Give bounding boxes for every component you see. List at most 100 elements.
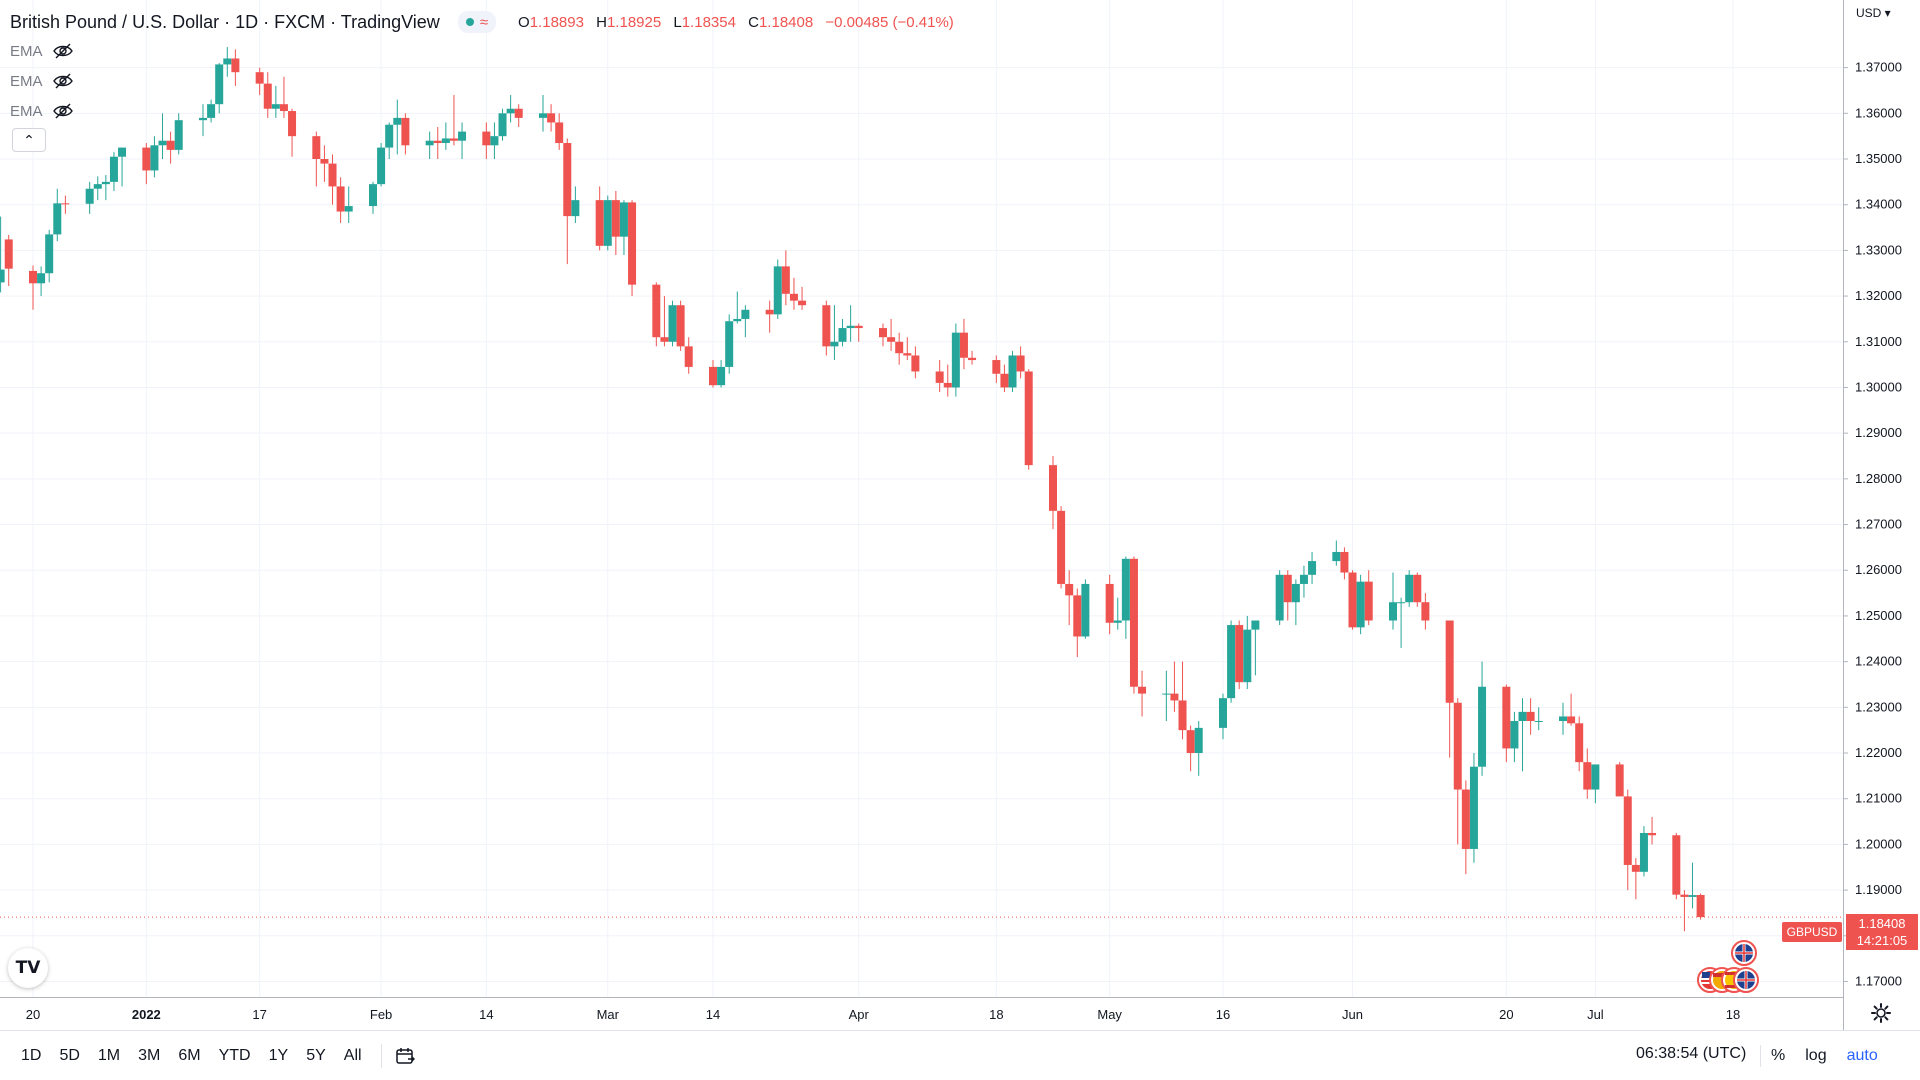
y-tick-label: 1.22000 xyxy=(1855,745,1902,760)
market-status-pill[interactable]: ≈ xyxy=(457,11,497,33)
candle-body xyxy=(393,117,402,125)
market-open-dot-icon xyxy=(465,18,474,26)
candle-up xyxy=(1243,615,1252,690)
utc-clock[interactable]: 06:38:54 (UTC) xyxy=(1636,1045,1747,1062)
candle-body xyxy=(215,64,224,105)
chart-canvas[interactable]: 1.37000 1.36000 1.35000 1.34000 1.33000 1.320… xyxy=(0,0,1920,1030)
x-tick-label: Feb xyxy=(370,1007,392,1022)
candle-down xyxy=(1057,506,1066,589)
eye-off-icon[interactable] xyxy=(52,42,74,60)
uk-flag-icon[interactable] xyxy=(1731,940,1757,966)
candle-up xyxy=(1405,570,1414,607)
x-tick-label: May xyxy=(1097,1007,1122,1022)
logo-text: TV xyxy=(15,958,41,978)
auto-scale-toggle[interactable]: auto xyxy=(1846,1047,1878,1064)
x-tick-label: Jul xyxy=(1587,1007,1604,1022)
collapse-legend-button[interactable]: ⌃ xyxy=(12,128,46,152)
symbol-title[interactable]: British Pound / U.S. Dollar · 1D · FXCM … xyxy=(10,11,440,32)
candle-body xyxy=(118,147,127,157)
approx-icon: ≈ xyxy=(479,13,489,31)
range-all[interactable]: All xyxy=(343,1046,362,1064)
candle-up xyxy=(717,360,726,388)
candle-body xyxy=(458,131,467,141)
candle-down xyxy=(1283,570,1292,621)
candle-up xyxy=(1291,579,1300,626)
gear-icon[interactable] xyxy=(1870,1002,1892,1024)
candle-up xyxy=(344,186,353,223)
y-tick-label: 1.20000 xyxy=(1855,836,1902,851)
candle-down xyxy=(255,67,264,96)
candle-down xyxy=(1526,698,1535,735)
log-scale-toggle[interactable]: log xyxy=(1805,1047,1827,1064)
candle-body xyxy=(1227,625,1236,699)
last-price: 1.18408 xyxy=(1858,916,1906,931)
candle-body xyxy=(158,140,167,146)
candle-body xyxy=(571,200,580,217)
candle-up xyxy=(53,188,62,242)
candle-up xyxy=(603,195,612,251)
candle-body xyxy=(555,122,564,144)
candle-body xyxy=(312,136,321,160)
candle-down xyxy=(1680,890,1689,932)
range-5d[interactable]: 5D xyxy=(59,1046,80,1064)
candle-up xyxy=(45,229,54,283)
candle-body xyxy=(279,104,288,112)
candle-down xyxy=(1623,789,1632,891)
candle-down xyxy=(789,277,798,310)
candle-down xyxy=(1024,369,1033,470)
range-ytd[interactable]: YTD xyxy=(218,1046,251,1064)
candle-down xyxy=(263,72,272,118)
candle-down xyxy=(911,346,920,379)
open-key: O xyxy=(518,13,530,31)
range-1d[interactable]: 1D xyxy=(21,1046,42,1064)
candle-down xyxy=(676,300,685,351)
indicator-ema-1[interactable]: EMA xyxy=(10,40,74,62)
tradingview-logo[interactable]: TV xyxy=(8,948,48,988)
candle-body xyxy=(482,131,491,146)
candle-body xyxy=(1405,574,1414,603)
candle-up xyxy=(1534,707,1543,731)
calendar-goto-icon[interactable] xyxy=(394,1045,416,1067)
range-6m[interactable]: 6M xyxy=(178,1046,201,1064)
events-markers[interactable] xyxy=(1690,938,1780,998)
candle-down xyxy=(1648,816,1657,845)
candle-down xyxy=(903,337,912,361)
candle-body xyxy=(1631,864,1640,872)
candle-body xyxy=(773,266,782,315)
x-tick-label: 20 xyxy=(1499,1007,1513,1022)
last-price-badge: 1.18408 14:21:05 xyxy=(1846,914,1918,950)
candle-body xyxy=(1461,789,1470,849)
symbol-legend[interactable]: British Pound / U.S. Dollar · 1D · FXCM … xyxy=(10,8,962,36)
eye-off-icon[interactable] xyxy=(52,102,74,120)
candle-body xyxy=(271,104,280,109)
candle-body xyxy=(846,325,855,329)
indicator-ema-2[interactable]: EMA xyxy=(10,70,74,92)
range-5y[interactable]: 5Y xyxy=(306,1046,326,1064)
percent-scale-toggle[interactable]: % xyxy=(1771,1047,1786,1064)
candle-body xyxy=(29,270,37,284)
y-tick-label: 1.36000 xyxy=(1855,105,1902,120)
candle-body xyxy=(619,202,628,237)
candle-body xyxy=(1534,721,1543,723)
candle-body xyxy=(93,184,102,189)
candle-up xyxy=(506,95,515,123)
candle-down xyxy=(231,49,240,86)
candle-body xyxy=(887,337,896,342)
candle-up xyxy=(109,152,118,191)
indicator-ema-3[interactable]: EMA xyxy=(10,100,74,122)
candle-body xyxy=(1364,581,1373,621)
candle-up xyxy=(425,131,434,160)
range-1y[interactable]: 1Y xyxy=(268,1046,289,1064)
range-1m[interactable]: 1M xyxy=(97,1046,121,1064)
uk-flag-icon[interactable] xyxy=(1733,967,1759,993)
range-3m[interactable]: 3M xyxy=(138,1046,161,1064)
candle-down xyxy=(1138,670,1147,717)
eye-off-icon[interactable] xyxy=(52,72,74,90)
candle-up xyxy=(1219,693,1227,740)
candle-down xyxy=(433,127,442,160)
currency-select[interactable]: USD ▾ xyxy=(1856,6,1891,20)
y-tick-label: 1.27000 xyxy=(1855,517,1902,532)
candle-up xyxy=(385,122,394,160)
x-tick-label: 14 xyxy=(706,1007,720,1022)
